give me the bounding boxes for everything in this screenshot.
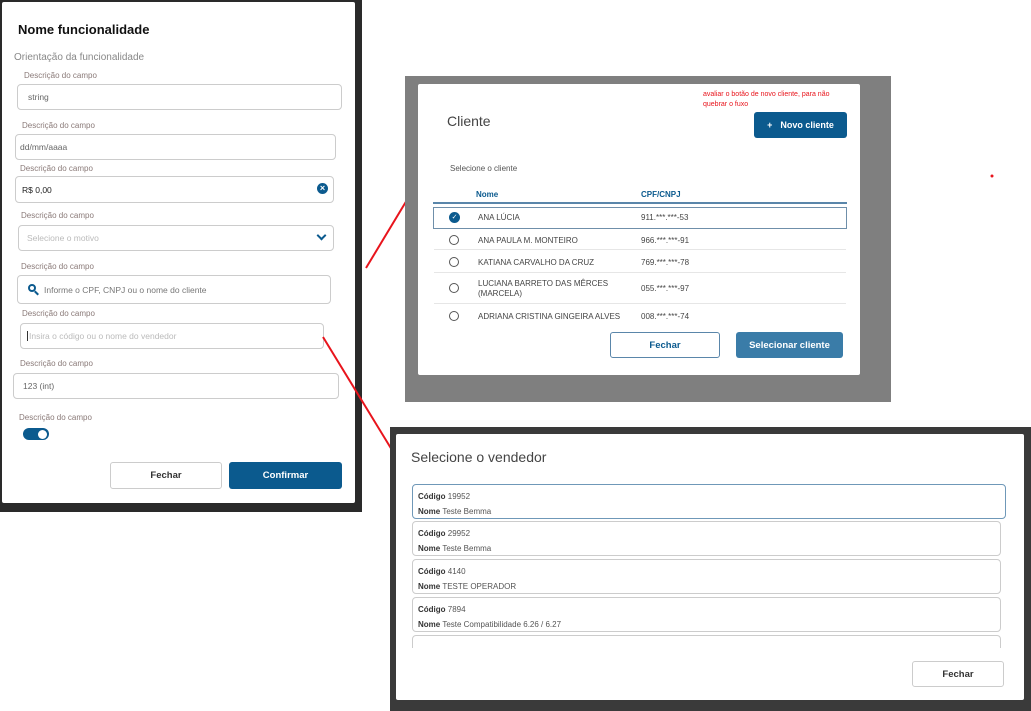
seller-code: 4140	[447, 567, 466, 576]
field-label: Descrição do campo	[21, 262, 94, 271]
radio-button[interactable]	[449, 257, 459, 267]
select-placeholder: Selecione o motivo	[27, 233, 99, 243]
date-input[interactable]: dd/mm/aaaa	[15, 134, 336, 160]
name-label: Nome	[418, 544, 441, 553]
field-label: Descrição do campo	[24, 71, 97, 80]
seller-name: Teste Bemma	[442, 507, 492, 516]
column-header-name: Nome	[476, 190, 499, 199]
field-label: Descrição do campo	[20, 359, 93, 368]
annotation-dot	[990, 174, 994, 178]
code-label: Código	[418, 492, 446, 501]
name-label: Nome	[418, 620, 441, 629]
form-subtitle: Orientação da funcionalidade	[14, 52, 145, 63]
seller-code: 29952	[447, 529, 471, 538]
seller-code: 19952	[447, 492, 471, 501]
field-label: Descrição do campo	[22, 309, 95, 318]
currency-input[interactable]: R$ 0,00	[15, 176, 334, 203]
header-divider	[433, 202, 847, 204]
currency-value: R$ 0,00	[22, 184, 52, 195]
client-title: Cliente	[447, 113, 491, 129]
client-name: KATIANA CARVALHO DA CRUZ	[478, 258, 595, 267]
field-label: Descrição do campo	[22, 121, 95, 130]
seller-item-selected[interactable]: Código 19952 Nome Teste Bemma	[412, 484, 1006, 519]
client-doc: 008.***.***-74	[641, 312, 690, 321]
client-subtitle: Selecione o cliente	[450, 164, 518, 173]
seller-name: TESTE OPERADOR	[442, 582, 517, 591]
row-divider	[434, 272, 846, 273]
client-search-input[interactable]: Informe o CPF, CNPJ ou o nome do cliente	[17, 275, 331, 304]
toggle-switch[interactable]	[23, 428, 49, 440]
seller-item[interactable]: Código 29952 Nome Teste Bemma	[412, 521, 1001, 556]
code-label: Código	[418, 567, 446, 576]
client-row-selected[interactable]	[433, 207, 847, 229]
reason-select[interactable]: Selecione o motivo	[18, 225, 334, 251]
code-label: Código	[418, 529, 446, 538]
new-client-button[interactable]: + Novo cliente	[754, 112, 847, 138]
field-label: Descrição do campo	[21, 211, 94, 220]
plus-icon: +	[767, 120, 773, 130]
seller-item[interactable]: Código 7894 Nome Teste Compatibilidade 6.…	[412, 597, 1001, 632]
radio-button[interactable]	[449, 311, 459, 321]
seller-search-input[interactable]: Insira o código ou o nome do vendedor	[20, 323, 324, 349]
client-doc: 055.***.***-97	[641, 284, 690, 293]
client-close-button[interactable]: Fechar	[610, 332, 720, 358]
client-name: ANA LÚCIA	[478, 213, 520, 222]
form-title: Nome funcionalidade	[18, 22, 150, 37]
column-header-doc: CPF/CNPJ	[641, 190, 681, 199]
close-button[interactable]: Fechar	[110, 462, 222, 489]
search-placeholder: Informe o CPF, CNPJ ou o nome do cliente	[44, 284, 207, 295]
seller-close-button[interactable]: Fechar	[912, 661, 1004, 687]
client-name: LUCIANA BARRETO DAS MÊRCES (MARCELA)	[478, 279, 609, 298]
field-label: Descrição do campo	[20, 164, 93, 173]
field-label: Descrição do campo	[19, 413, 92, 422]
toggle-knob	[38, 429, 47, 439]
client-doc: 769.***.***-78	[641, 258, 690, 267]
name-label: Nome	[418, 507, 441, 516]
seller-name: Teste Bemma	[442, 544, 492, 553]
seller-item-partial[interactable]	[412, 635, 1001, 648]
seller-placeholder: Insira o código ou o nome do vendedor	[27, 331, 177, 341]
form-modal: Nome funcionalidade Orientação da funcio…	[2, 2, 355, 503]
seller-title: Selecione o vendedor	[411, 449, 547, 465]
row-divider	[434, 249, 846, 250]
client-doc: 966.***.***-91	[641, 236, 690, 245]
radio-button[interactable]	[449, 235, 459, 245]
code-label: Código	[418, 605, 446, 614]
seller-item[interactable]: Código 4140 Nome TESTE OPERADOR	[412, 559, 1001, 594]
clear-icon[interactable]: ×	[317, 183, 328, 194]
annotation-note: avaliar o botão de novo cliente, para nã…	[703, 91, 830, 108]
string-input[interactable]: string	[17, 84, 342, 110]
search-icon	[28, 284, 36, 292]
row-divider	[434, 303, 846, 304]
arrow-to-seller	[322, 336, 393, 451]
seller-list[interactable]: Código 19952 Nome Teste Bemma Código 2995…	[400, 482, 1020, 648]
radio-button[interactable]	[449, 283, 459, 293]
client-name: ADRIANA CRISTINA GINGEIRA ALVES	[478, 312, 621, 321]
select-client-button[interactable]: Selecionar cliente	[736, 332, 843, 358]
new-client-label: Novo cliente	[780, 120, 834, 130]
int-input[interactable]: 123 (int)	[13, 373, 339, 399]
seller-name: Teste Compatibilidade 6.26 / 6.27	[442, 620, 562, 629]
check-circle-icon: ✓	[449, 212, 460, 223]
client-doc: 911.***.***-53	[641, 213, 689, 222]
name-label: Nome	[418, 582, 441, 591]
confirm-button[interactable]: Confirmar	[229, 462, 342, 489]
client-name: ANA PAULA M. MONTEIRO	[478, 236, 578, 245]
seller-code: 7894	[447, 605, 466, 614]
